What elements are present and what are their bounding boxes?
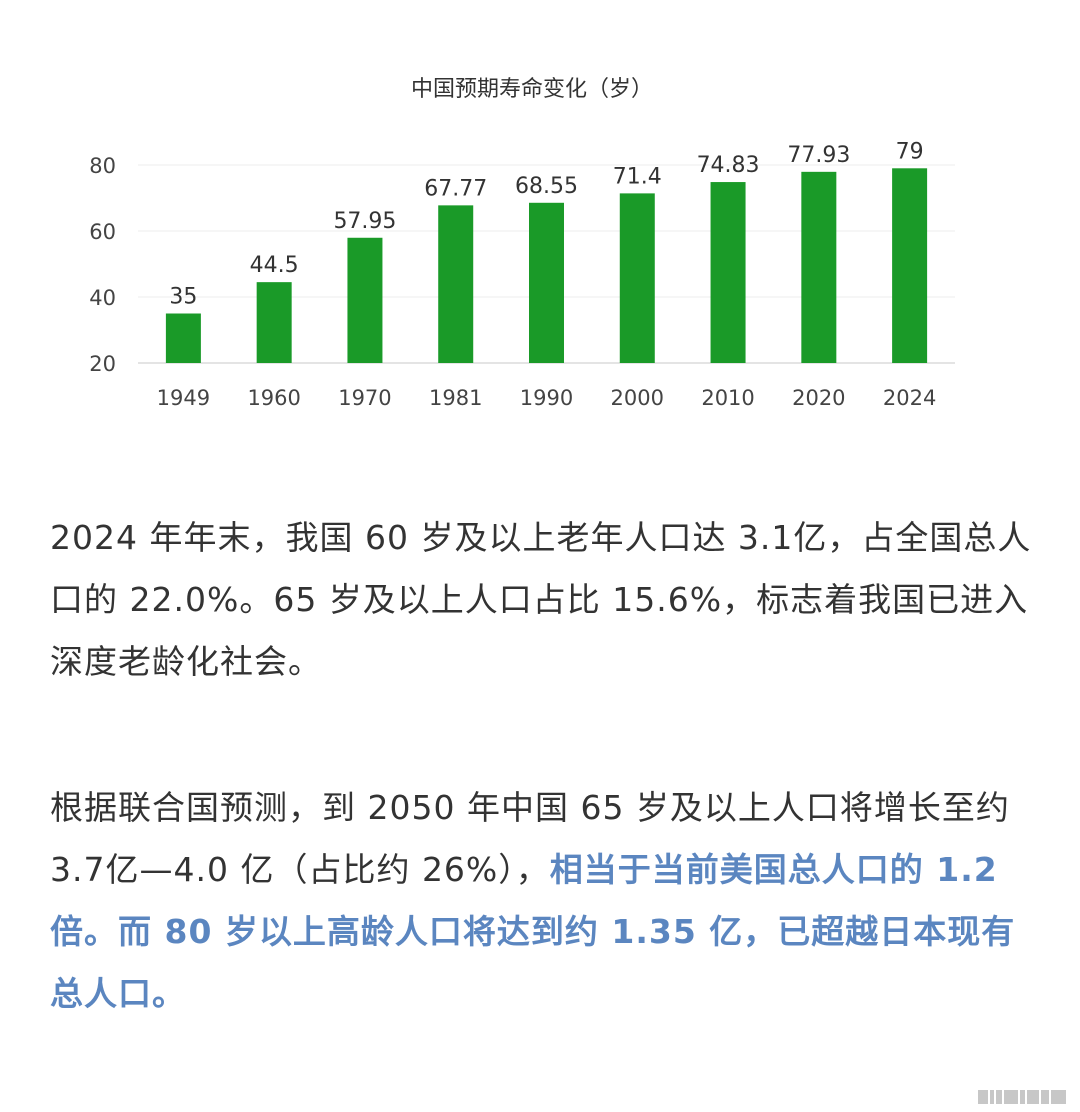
life-expectancy-chart: 中国预期寿命变化（岁） 20 40 60 80 35 1949 44.5 1960 57.95 19… bbox=[0, 0, 1080, 440]
watermark-icon bbox=[978, 1088, 1072, 1106]
data-label: 35 bbox=[169, 285, 197, 310]
x-tick-label: 2000 bbox=[611, 386, 664, 410]
forecast-highlight: 相当于当前美国总人口的 1.2 倍。而 80 岁以上高龄人口将达到约 1.35 … bbox=[50, 850, 1016, 1013]
x-tick-label: 1970 bbox=[338, 386, 391, 410]
data-label: 77.93 bbox=[787, 143, 850, 168]
x-tick-label: 1981 bbox=[429, 386, 482, 410]
bar bbox=[710, 182, 746, 363]
data-label: 57.95 bbox=[333, 209, 396, 234]
data-label: 71.4 bbox=[613, 164, 662, 189]
data-label: 74.83 bbox=[697, 153, 760, 178]
chart-title: 中国预期寿命变化（岁） bbox=[411, 77, 653, 102]
x-tick-label: 1949 bbox=[157, 386, 210, 410]
forecast-text: 根据联合国预测，到 2050 年中国 65 岁及以上人口将增长至约 3.7亿—4… bbox=[50, 788, 1010, 889]
y-tick-label: 80 bbox=[89, 154, 116, 178]
y-tick-label: 20 bbox=[89, 352, 116, 376]
bar bbox=[529, 202, 564, 363]
bar bbox=[165, 313, 201, 363]
data-label: 68.55 bbox=[515, 174, 578, 199]
y-tick-label: 60 bbox=[89, 220, 116, 244]
data-label: 44.5 bbox=[250, 253, 299, 278]
bar bbox=[347, 237, 383, 363]
x-tick-label: 2010 bbox=[701, 386, 754, 410]
bar bbox=[438, 205, 474, 363]
y-tick-label: 40 bbox=[89, 286, 116, 310]
bar-chart-svg: 中国预期寿命变化（岁） 20 40 60 80 35 1949 44.5 1960 57.95 19… bbox=[89, 77, 955, 410]
x-tick-label: 1990 bbox=[520, 386, 573, 410]
x-tick-label: 2020 bbox=[792, 386, 845, 410]
x-tick-label: 1960 bbox=[247, 386, 300, 410]
bar bbox=[619, 193, 655, 363]
data-label: 67.77 bbox=[424, 176, 487, 201]
bar bbox=[801, 171, 837, 363]
data-label: 79 bbox=[896, 139, 924, 164]
paragraph-aging-stats: 2024 年年末，我国 60 岁及以上老年人口达 3.1亿，占全国总人口的 22… bbox=[50, 518, 1032, 681]
bar bbox=[256, 282, 292, 363]
x-tick-label: 2024 bbox=[883, 386, 936, 410]
bar bbox=[892, 168, 928, 363]
paragraph-un-forecast: 根据联合国预测，到 2050 年中国 65 岁及以上人口将增长至约 3.7亿—4… bbox=[50, 777, 1035, 1025]
